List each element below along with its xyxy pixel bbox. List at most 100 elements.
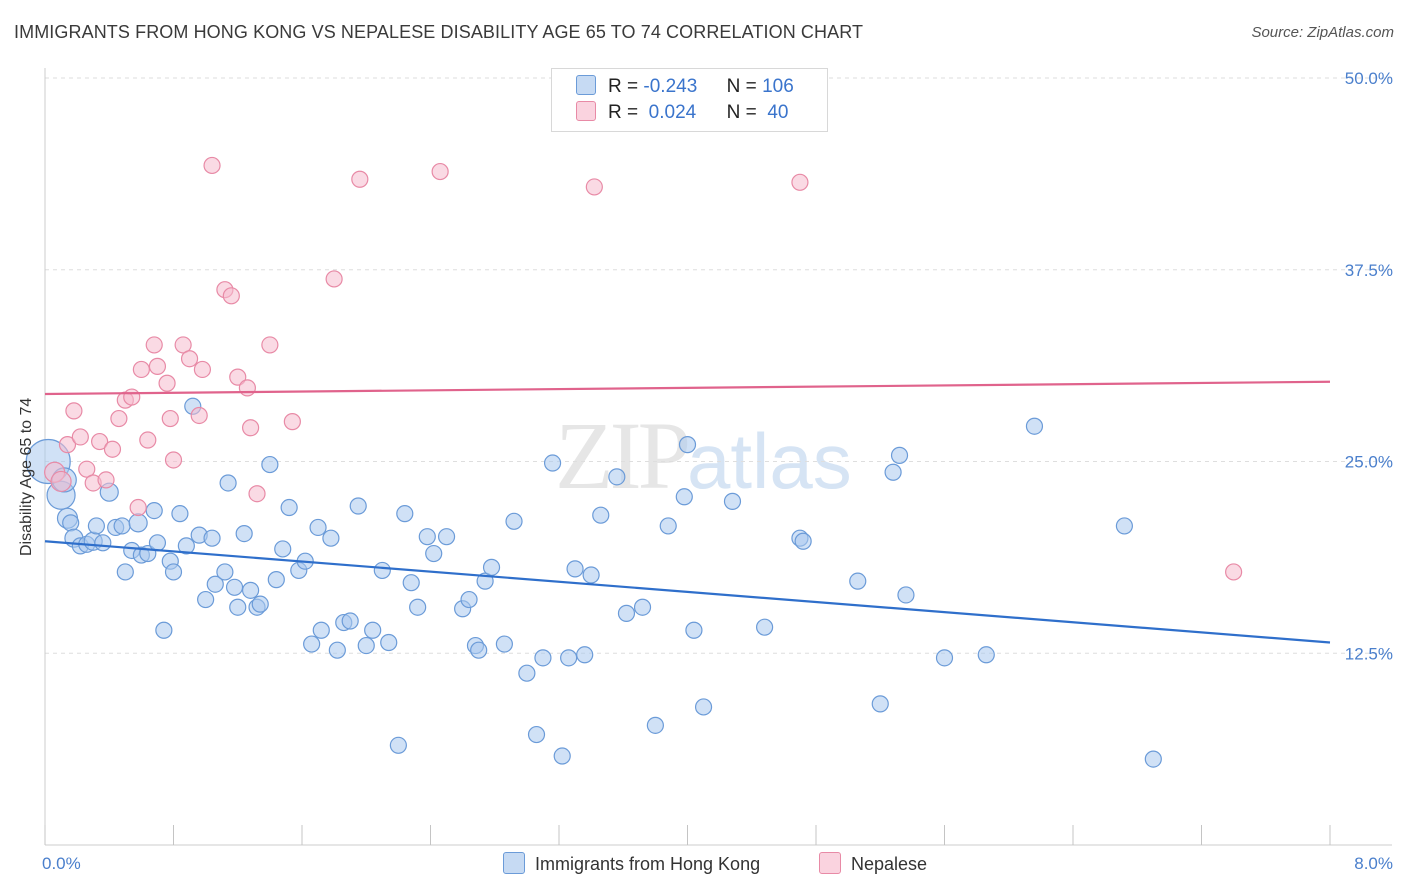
point-nepalese <box>123 388 141 406</box>
point-hong-kong <box>62 514 80 532</box>
bottom-legend-hong-kong: Immigrants from Hong Kong <box>503 852 760 875</box>
point-nepalese <box>193 360 212 379</box>
point-hong-kong <box>206 575 224 593</box>
point-hong-kong <box>177 537 195 555</box>
point-nepalese <box>164 451 183 469</box>
trend-lines <box>44 380 1331 644</box>
point-hong-kong <box>527 725 546 744</box>
point-nepalese <box>158 374 176 392</box>
point-hong-kong <box>1115 517 1134 535</box>
point-hong-kong <box>229 598 247 616</box>
y-tick-label: 25.0% <box>1345 453 1393 472</box>
point-hong-kong <box>235 524 253 543</box>
legend-r-value-text: 0.024 <box>648 102 697 123</box>
point-hong-kong <box>364 621 382 639</box>
y-axis-label: Disability Age 65 to 74 <box>18 397 35 556</box>
point-hong-kong <box>1144 750 1162 768</box>
point-hong-kong <box>219 474 237 492</box>
point-hong-kong <box>495 635 513 653</box>
point-hong-kong <box>518 664 536 682</box>
point-hong-kong <box>460 590 478 609</box>
point-hong-kong <box>116 563 134 581</box>
point-hong-kong <box>251 595 269 613</box>
point-hong-kong <box>849 572 867 590</box>
x-tick-label-max: 8.0% <box>1354 854 1393 873</box>
point-hong-kong <box>309 518 327 537</box>
point-nepalese <box>110 409 128 428</box>
point-hong-kong <box>608 468 626 486</box>
point-hong-kong <box>543 454 562 472</box>
point-hong-kong <box>409 598 427 616</box>
point-hong-kong <box>437 528 456 546</box>
point-hong-kong <box>261 455 279 474</box>
point-nepalese <box>78 460 96 478</box>
point-hong-kong <box>322 529 340 547</box>
point-hong-kong <box>328 641 346 659</box>
legend-r-value: 0.024 <box>643 102 721 124</box>
point-nepalese <box>161 409 179 428</box>
point-hong-kong <box>723 492 742 510</box>
point-hong-kong <box>884 463 902 481</box>
point-hong-kong <box>534 649 552 667</box>
point-nepalese <box>148 357 167 375</box>
point-hong-kong <box>402 574 420 592</box>
point-hong-kong <box>678 436 697 454</box>
point-hong-kong <box>171 505 189 523</box>
point-nepalese <box>139 431 157 449</box>
legend-r-value: -0.243 <box>643 76 698 97</box>
point-hong-kong <box>553 747 571 765</box>
point-hong-kong <box>685 621 703 639</box>
x-tick-label-min: 0.0% <box>42 854 81 873</box>
point-hong-kong <box>267 571 285 589</box>
legend-r-label: R = <box>608 102 639 123</box>
stats-legend: R = -0.243 N = 106 R = 0.024 N = 40 <box>551 68 828 132</box>
point-hong-kong <box>312 621 330 639</box>
point-hong-kong <box>155 621 173 639</box>
point-nepalese <box>283 413 301 431</box>
watermark-zip: ZIP <box>555 402 691 509</box>
point-hong-kong <box>482 558 501 576</box>
bottom-legend-nepalese: Nepalese <box>819 852 927 875</box>
point-nepalese <box>222 287 240 305</box>
point-hong-kong <box>145 501 163 520</box>
point-hong-kong <box>280 498 298 517</box>
legend-n-value: 40 <box>762 102 788 123</box>
point-nepalese <box>71 428 89 446</box>
point-hong-kong <box>242 581 260 599</box>
y-tick-label: 50.0% <box>1345 69 1393 88</box>
legend-row-hong-kong: R = -0.243 N = 106 <box>576 75 794 101</box>
legend-n-label: N = <box>726 76 757 97</box>
point-hong-kong <box>349 497 367 515</box>
point-nepalese <box>585 178 603 196</box>
point-nepalese <box>174 336 192 354</box>
point-hong-kong <box>694 698 713 716</box>
bottom-legend-swatch-pink <box>819 852 841 874</box>
point-nepalese <box>91 432 109 451</box>
point-hong-kong <box>1025 417 1044 435</box>
point-hong-kong <box>755 618 774 636</box>
bottom-legend-label: Immigrants from Hong Kong <box>535 854 761 874</box>
point-nepalese <box>129 498 147 517</box>
point-hong-kong <box>418 528 436 546</box>
point-hong-kong <box>341 612 359 630</box>
series-hong-kong-points <box>25 397 1162 768</box>
point-hong-kong <box>94 534 112 552</box>
point-nepalese <box>97 471 115 489</box>
point-hong-kong <box>659 517 677 535</box>
point-nepalese <box>248 485 266 503</box>
point-nepalese <box>180 350 199 368</box>
legend-row-nepalese: R = 0.024 N = 40 <box>576 101 788 127</box>
y-tick-label: 37.5% <box>1345 261 1393 280</box>
trend-line-hong-kong <box>44 540 1331 644</box>
point-nepalese <box>145 336 163 354</box>
point-nepalese <box>65 402 83 420</box>
point-hong-kong <box>890 446 909 464</box>
point-hong-kong <box>197 590 215 609</box>
point-hong-kong <box>582 566 600 584</box>
legend-swatch-pink <box>576 101 596 121</box>
legend-swatch-blue <box>576 75 596 95</box>
point-hong-kong <box>633 598 652 616</box>
point-hong-kong <box>425 544 443 563</box>
point-hong-kong <box>871 695 889 713</box>
